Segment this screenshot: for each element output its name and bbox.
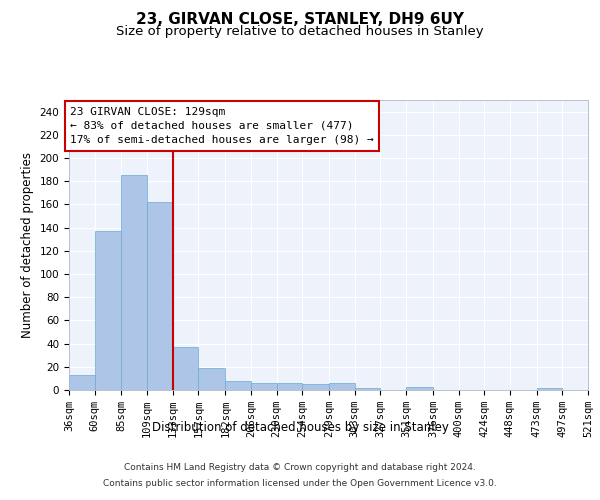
Bar — [355, 388, 380, 390]
Bar — [225, 380, 251, 390]
Bar — [277, 383, 302, 390]
Bar — [69, 375, 95, 390]
Bar — [251, 383, 277, 390]
Bar — [536, 388, 562, 390]
Bar — [95, 231, 121, 390]
Text: 23, GIRVAN CLOSE, STANLEY, DH9 6UY: 23, GIRVAN CLOSE, STANLEY, DH9 6UY — [136, 12, 464, 28]
Bar — [406, 386, 433, 390]
Bar — [302, 384, 329, 390]
Bar — [173, 347, 199, 390]
Text: Contains public sector information licensed under the Open Government Licence v3: Contains public sector information licen… — [103, 478, 497, 488]
Text: 23 GIRVAN CLOSE: 129sqm
← 83% of detached houses are smaller (477)
17% of semi-d: 23 GIRVAN CLOSE: 129sqm ← 83% of detache… — [70, 107, 374, 145]
Text: Distribution of detached houses by size in Stanley: Distribution of detached houses by size … — [152, 421, 448, 434]
Text: Size of property relative to detached houses in Stanley: Size of property relative to detached ho… — [116, 25, 484, 38]
Text: Contains HM Land Registry data © Crown copyright and database right 2024.: Contains HM Land Registry data © Crown c… — [124, 464, 476, 472]
Y-axis label: Number of detached properties: Number of detached properties — [21, 152, 34, 338]
Bar — [121, 176, 147, 390]
Bar — [147, 202, 173, 390]
Bar — [199, 368, 225, 390]
Bar — [329, 383, 355, 390]
